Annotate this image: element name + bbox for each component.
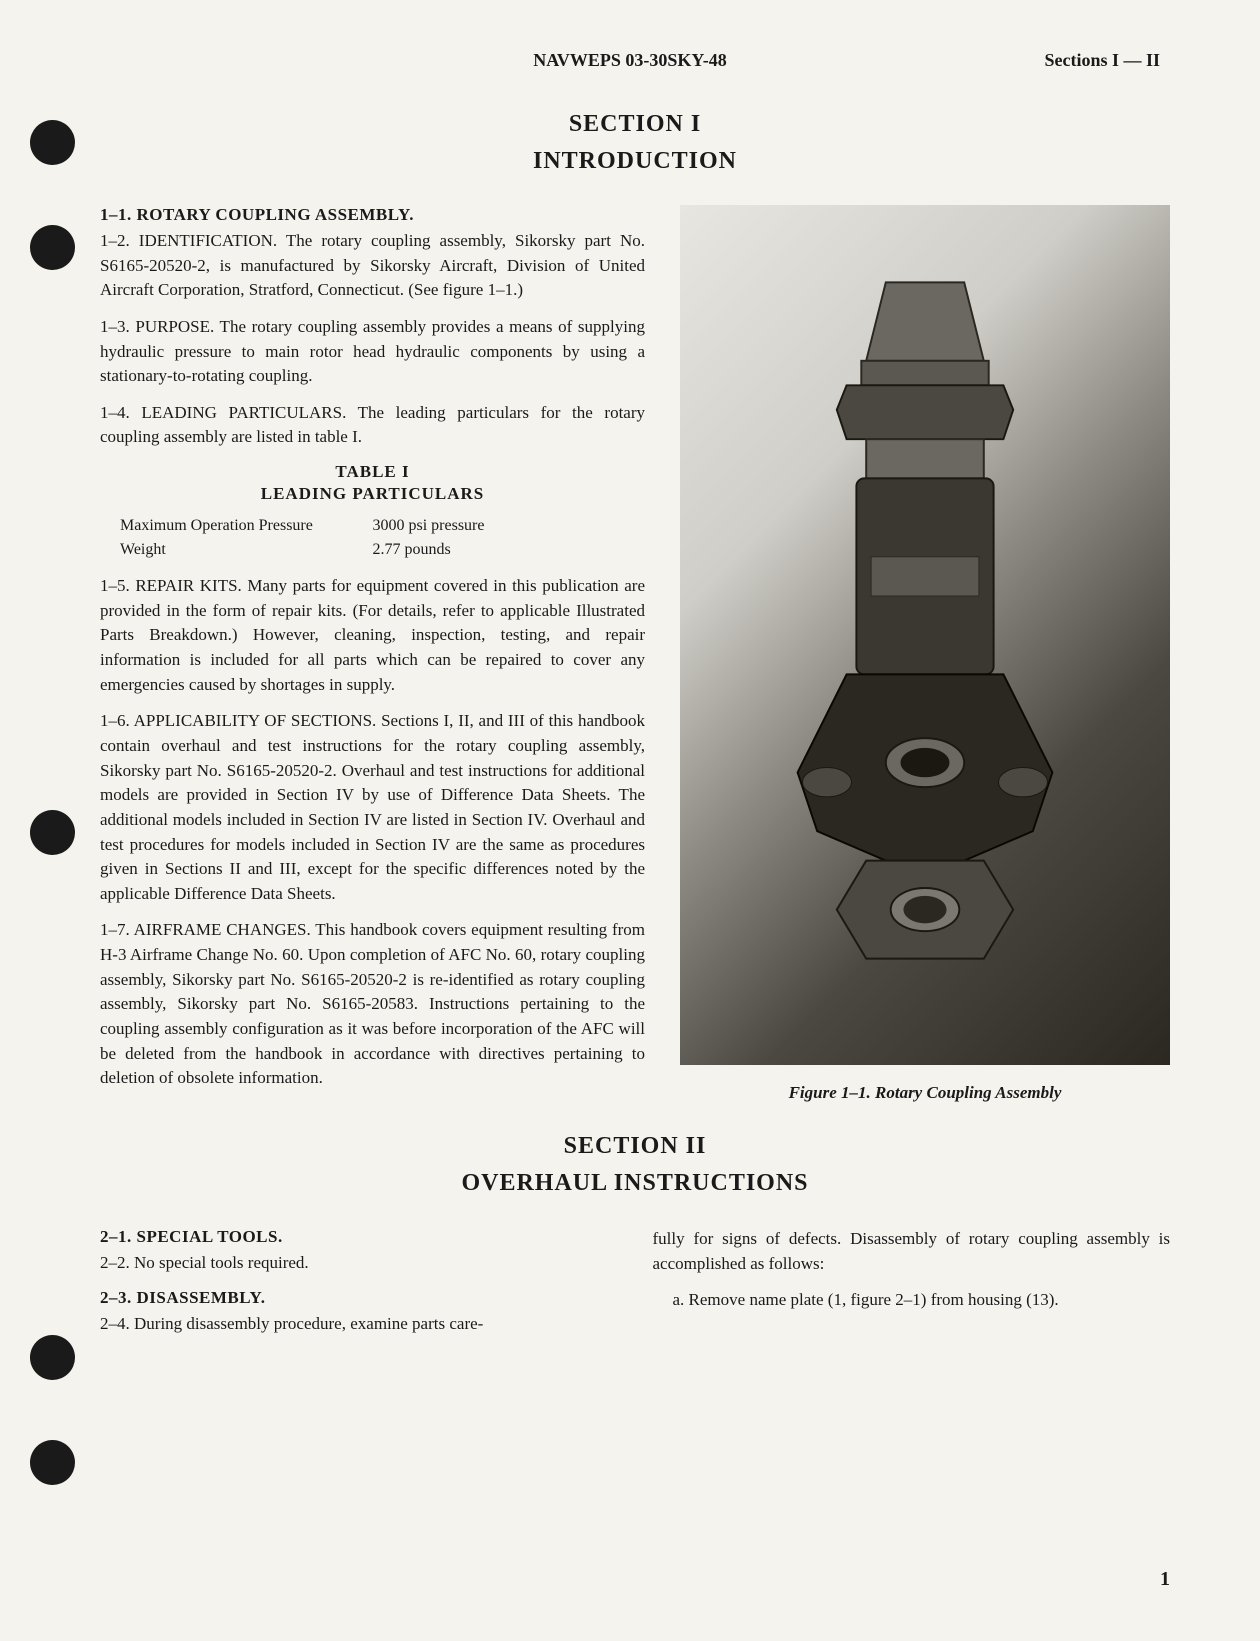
section2-right-column: fully for signs of defects. Disassembly … <box>653 1227 1171 1348</box>
para-1-3: 1–3. PURPOSE. The rotary coupling assemb… <box>100 315 645 389</box>
section2-title: SECTION II <box>100 1133 1170 1160</box>
para-1-1-heading: 1–1. ROTARY COUPLING ASSEMBLY. <box>100 205 645 225</box>
punch-hole <box>30 225 75 270</box>
particulars-table: Maximum Operation Pressure 3000 psi pres… <box>100 514 645 562</box>
para-1-7: 1–7. AIRFRAME CHANGES. This handbook cov… <box>100 918 645 1090</box>
figure-1-1-caption: Figure 1–1. Rotary Coupling Assembly <box>680 1083 1170 1103</box>
section2-left-column: 2–1. SPECIAL TOOLS. 2–2. No special tool… <box>100 1227 618 1348</box>
punch-hole <box>30 810 75 855</box>
page-header: NAVWEPS 03-30SKY-48 Sections I — II <box>100 50 1170 71</box>
section2-columns: 2–1. SPECIAL TOOLS. 2–2. No special tool… <box>100 1227 1170 1348</box>
para-1-6: 1–6. APPLICABILITY OF SECTIONS. Sections… <box>100 709 645 906</box>
para-2-3-heading: 2–3. DISASSEMBLY. <box>100 1288 618 1308</box>
table-label: Weight <box>120 538 373 562</box>
section1-title: SECTION I <box>100 111 1170 138</box>
table-value: 2.77 pounds <box>373 538 626 562</box>
para-2-4-a: a. Remove name plate (1, figure 2–1) fro… <box>653 1288 1171 1313</box>
section1-content: 1–1. ROTARY COUPLING ASSEMBLY. 1–2. IDEN… <box>100 205 1170 1103</box>
para-1-5: 1–5. REPAIR KITS. Many parts for equipme… <box>100 574 645 697</box>
section2: SECTION II OVERHAUL INSTRUCTIONS 2–1. SP… <box>100 1133 1170 1348</box>
table-subtitle: LEADING PARTICULARS <box>100 484 645 504</box>
para-2-4: 2–4. During disassembly procedure, exami… <box>100 1312 618 1337</box>
punch-hole <box>30 1440 75 1485</box>
figure-1-1-image <box>680 205 1170 1065</box>
page-number: 1 <box>1160 1568 1170 1591</box>
para-1-4: 1–4. LEADING PARTICULARS. The leading pa… <box>100 401 645 450</box>
document-number: NAVWEPS 03-30SKY-48 <box>533 50 727 71</box>
table-title: TABLE I <box>100 462 645 482</box>
para-2-4-cont: fully for signs of defects. Disassembly … <box>653 1227 1171 1276</box>
para-2-2: 2–2. No special tools required. <box>100 1251 618 1276</box>
left-column: 1–1. ROTARY COUPLING ASSEMBLY. 1–2. IDEN… <box>100 205 645 1103</box>
punch-hole <box>30 1335 75 1380</box>
coupling-illustration <box>778 274 1072 996</box>
para-2-1-heading: 2–1. SPECIAL TOOLS. <box>100 1227 618 1247</box>
section2-subtitle: OVERHAUL INSTRUCTIONS <box>100 1170 1170 1197</box>
table-row: Weight 2.77 pounds <box>120 538 625 562</box>
table-row: Maximum Operation Pressure 3000 psi pres… <box>120 514 625 538</box>
punch-hole <box>30 120 75 165</box>
section1-subtitle: INTRODUCTION <box>100 148 1170 175</box>
sections-label: Sections I — II <box>1044 50 1160 71</box>
table-value: 3000 psi pressure <box>373 514 626 538</box>
para-1-2: 1–2. IDENTIFICATION. The rotary coupling… <box>100 229 645 303</box>
table-label: Maximum Operation Pressure <box>120 514 373 538</box>
right-column: Figure 1–1. Rotary Coupling Assembly <box>680 205 1170 1103</box>
